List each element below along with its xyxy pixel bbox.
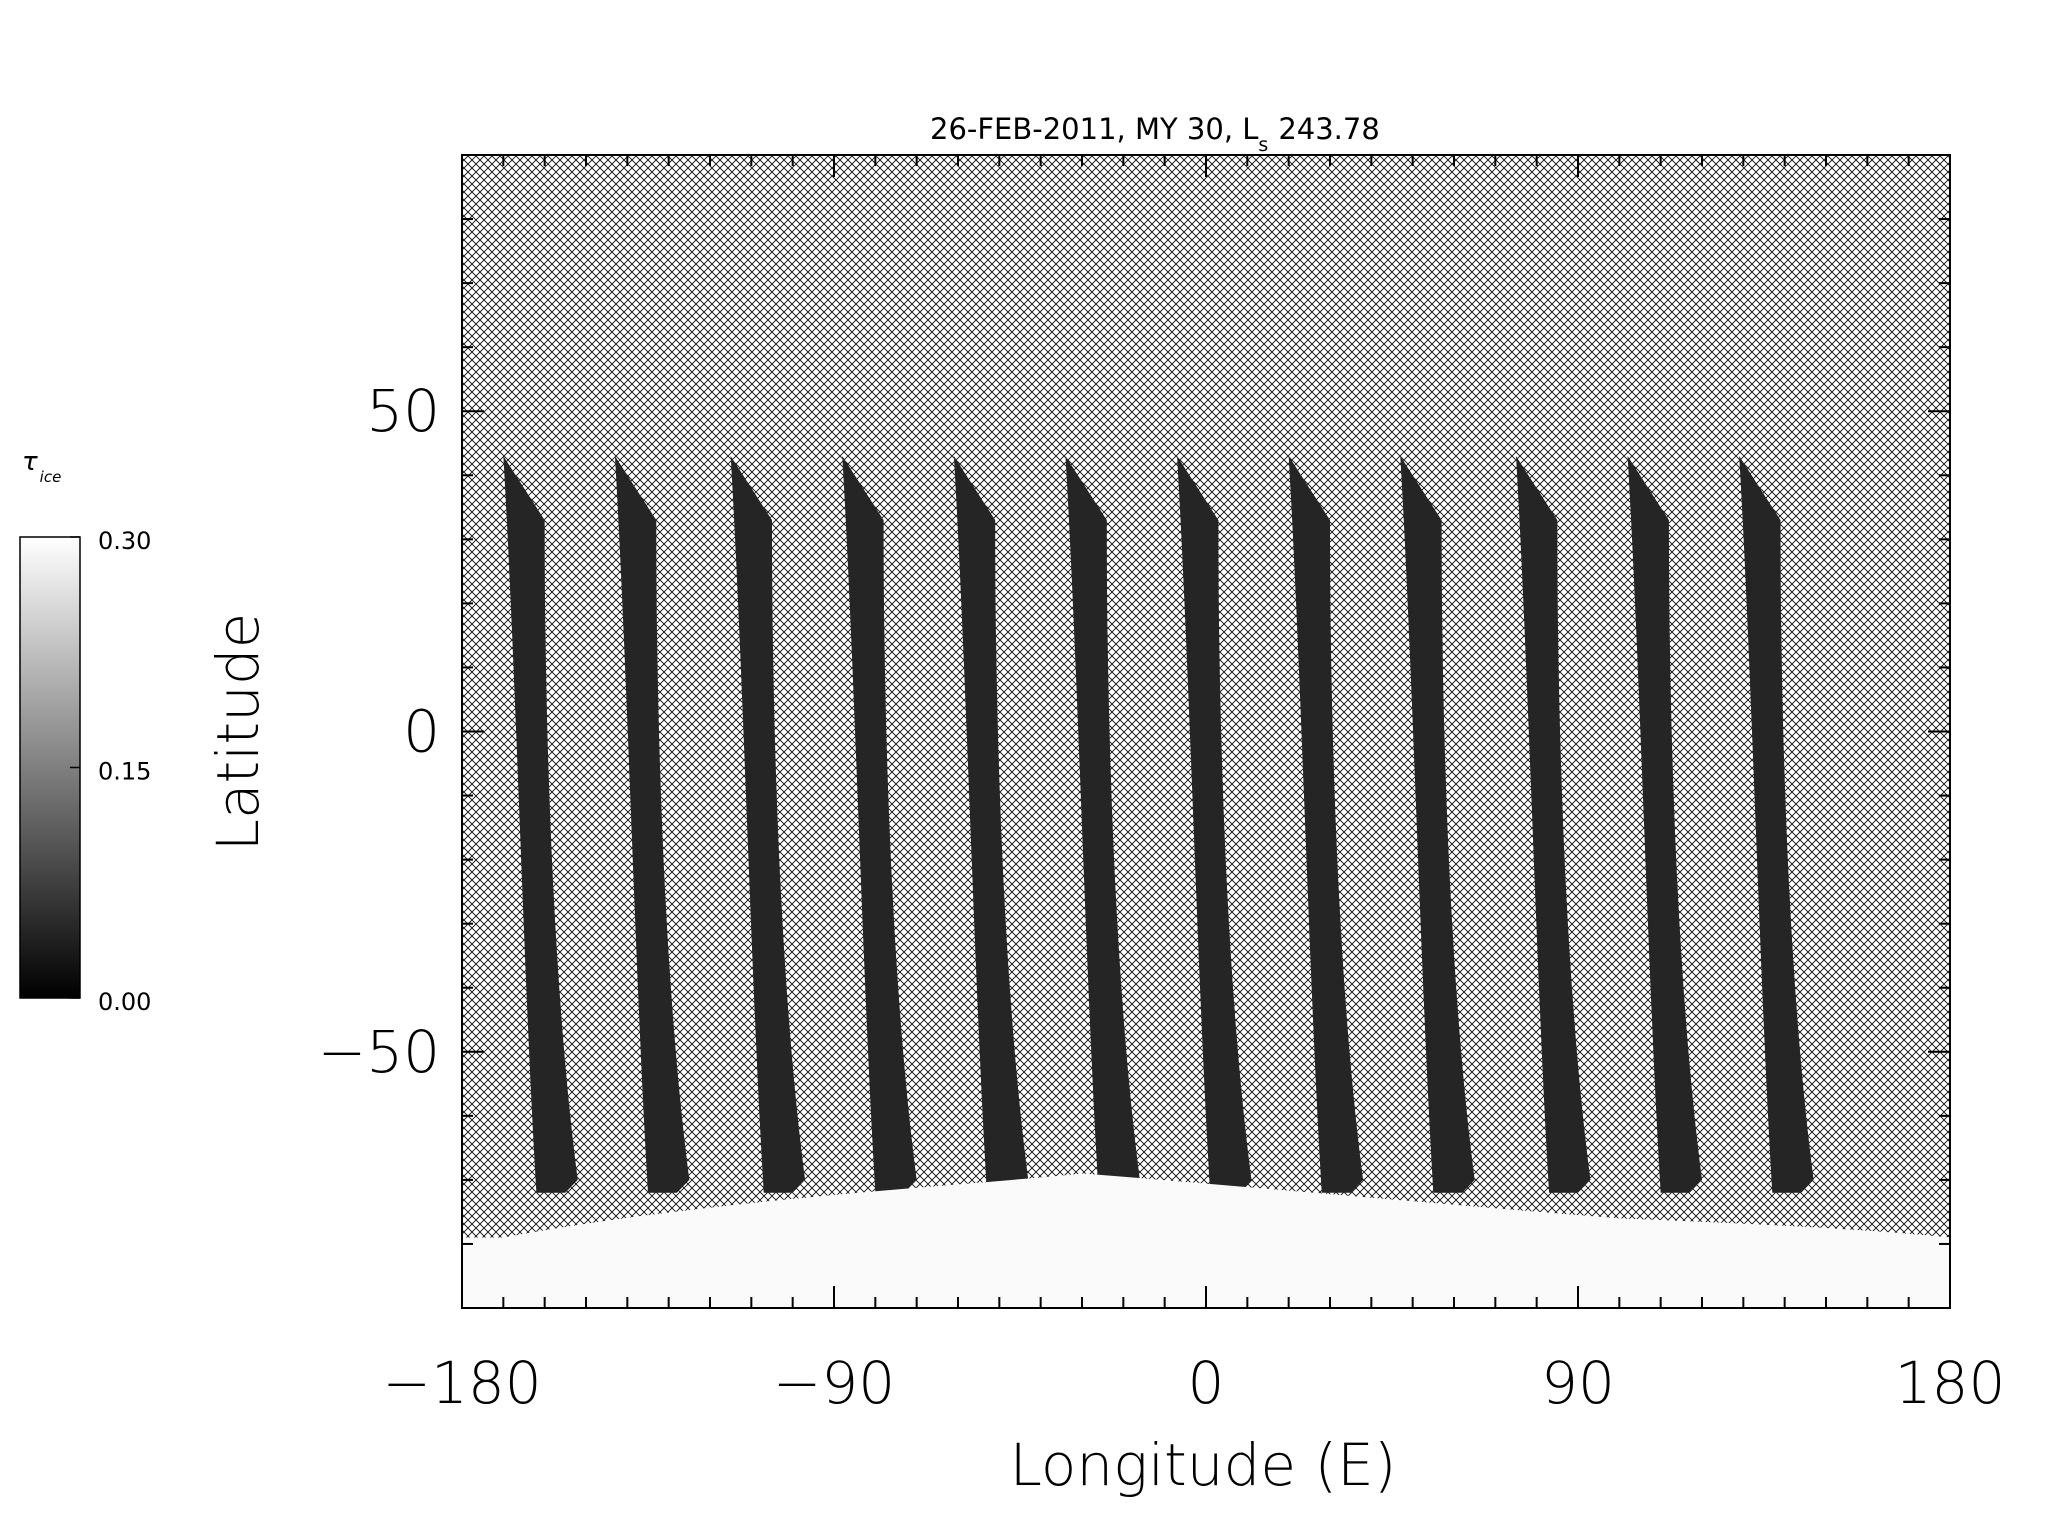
swath-6 bbox=[1065, 456, 1140, 1193]
chart-title-sub: s bbox=[1258, 134, 1268, 156]
colorbar-label: τ ice bbox=[22, 447, 61, 486]
x-tick-label: 180 bbox=[1895, 1349, 2006, 1417]
swath-7 bbox=[1177, 456, 1252, 1193]
x-tick-label: 0 bbox=[1188, 1349, 1225, 1417]
swath-2 bbox=[614, 456, 690, 1193]
colorbar-label-sub: ice bbox=[40, 468, 62, 486]
swath-10 bbox=[1516, 456, 1591, 1193]
y-tick-labels: −50 0 50 bbox=[318, 377, 440, 1086]
plot-area bbox=[462, 155, 1950, 1308]
swath-1 bbox=[503, 456, 578, 1193]
swath-12 bbox=[1739, 456, 1814, 1193]
swath-9 bbox=[1400, 456, 1475, 1193]
swath-8 bbox=[1288, 456, 1364, 1193]
colorbar-tick-label: 0.15 bbox=[98, 758, 151, 786]
colorbar-tick-label: 0.30 bbox=[98, 527, 151, 555]
swath-3 bbox=[730, 456, 806, 1193]
x-tick-labels: −180 −90 0 90 180 bbox=[382, 1349, 2005, 1417]
polar-cap bbox=[462, 1173, 1950, 1308]
axis-ticks bbox=[461, 154, 1951, 1309]
x-tick-label: −90 bbox=[773, 1349, 895, 1417]
x-axis-label: Longitude (E) bbox=[1010, 1431, 1397, 1499]
x-tick-label: 90 bbox=[1541, 1349, 1615, 1417]
y-axis-label: Latitude bbox=[204, 613, 272, 852]
y-tick-label: 0 bbox=[403, 698, 440, 766]
swath-11 bbox=[1627, 456, 1702, 1193]
y-tick-label: 50 bbox=[366, 377, 440, 445]
colorbar-ticks: 0.00 0.15 0.30 bbox=[70, 527, 151, 1016]
chart-title-value: 243.78 bbox=[1278, 112, 1379, 146]
x-tick-label: −180 bbox=[382, 1349, 541, 1417]
swath-5 bbox=[953, 456, 1029, 1193]
y-tick-label: −50 bbox=[318, 1018, 440, 1086]
swath-group bbox=[503, 456, 1814, 1193]
swath-4 bbox=[842, 456, 917, 1193]
colorbar-tick-label: 0.00 bbox=[98, 988, 151, 1016]
chart-title: 26-FEB-2011, MY 30, Ls 243.78 bbox=[930, 112, 1380, 156]
